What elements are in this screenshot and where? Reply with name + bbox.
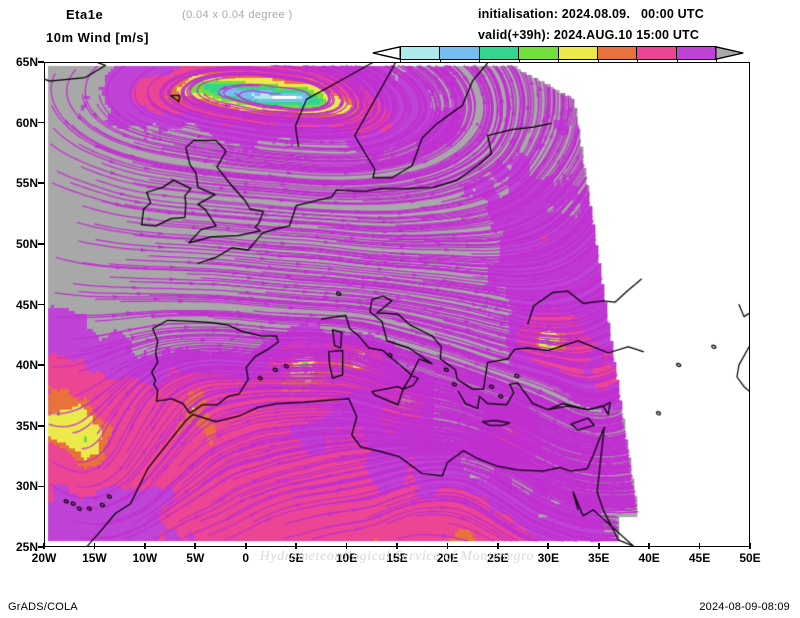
y-tick-label-25N: 25N [15, 540, 38, 554]
y-tick [38, 121, 44, 124]
y-tick [38, 243, 44, 245]
x-tick [345, 543, 348, 549]
x-tick-label-10E: 10E [335, 551, 358, 565]
x-tick [396, 543, 398, 549]
colorbar-swatches [400, 46, 716, 60]
y-tick [38, 61, 44, 63]
y-tick-label-65N: 65N [15, 55, 38, 69]
y-tick-label-55N: 55N [15, 176, 38, 191]
x-tick-label-25E: 25E [487, 551, 509, 565]
colorbar-swatch-3 [479, 47, 520, 59]
x-tick [194, 543, 197, 549]
x-tick-label-15E: 15E [386, 551, 408, 565]
x-tick-label-15W: 15W [82, 551, 107, 565]
colorbar-tick [716, 59, 718, 64]
y-tick [38, 182, 44, 185]
colorbar-tick [558, 59, 560, 64]
colorbar: 0.5135710122030 [372, 46, 744, 73]
initialisation-time: initialisation: 2024.08.09. 00:00 UTC [478, 7, 704, 21]
x-tick [144, 543, 146, 549]
x-tick [547, 543, 550, 549]
map-plot-area[interactable] [44, 62, 750, 547]
colorbar-tick [400, 59, 402, 64]
colorbar-tick [439, 59, 441, 64]
colorbar-tick [637, 59, 639, 64]
x-tick [497, 543, 499, 549]
colorbar-tick [479, 59, 481, 64]
y-tick [38, 303, 44, 306]
x-tick-label-50E: 50E [739, 551, 761, 565]
colorbar-swatch-20 [676, 47, 715, 59]
x-tick-label-20W: 20W [31, 551, 57, 565]
y-tick [38, 546, 44, 548]
x-tick [295, 543, 297, 549]
colorbar-swatch-0.5 [401, 47, 441, 59]
colorbar-swatch-12 [637, 47, 677, 59]
variable-title: 10m Wind [m/s] [46, 30, 149, 45]
y-tick-label-35N: 35N [15, 418, 38, 433]
footer-timestamp: 2024-08-09-08:09 [699, 601, 790, 613]
coastline-overlay [45, 63, 749, 546]
x-tick [93, 543, 96, 549]
y-tick-label-50N: 50N [15, 236, 38, 251]
colorbar-tick [518, 59, 520, 64]
colorbar-tick [676, 59, 678, 64]
y-tick [38, 424, 44, 427]
model-name: Eta1e [66, 7, 104, 22]
x-tick [244, 543, 247, 549]
x-tick [43, 543, 45, 549]
colorbar-swatch-10 [597, 47, 638, 59]
x-tick-label-30E: 30E [537, 551, 559, 565]
x-tick [749, 543, 751, 549]
colorbar-ticks [400, 59, 718, 71]
colorbar-swatch-5 [519, 47, 559, 59]
colorbar-under-arrow [372, 46, 401, 60]
colorbar-swatch-7 [558, 47, 598, 59]
y-tick [38, 364, 44, 366]
colorbar-swatch-1 [440, 47, 480, 59]
y-tick-label-60N: 60N [15, 115, 38, 130]
x-tick-label-45E: 45E [688, 551, 711, 565]
x-tick-label-5W: 5W [186, 551, 205, 565]
x-tick [446, 543, 449, 549]
colorbar-tick [597, 59, 599, 64]
y-tick-label-40N: 40N [15, 358, 38, 373]
x-tick [648, 543, 650, 549]
colorbar-over-arrow [715, 46, 744, 60]
y-tick-label-45N: 45N [15, 297, 38, 312]
chart-header: Eta1e (0.04 x 0.04 degree ) 10m Wind [m/… [0, 0, 800, 58]
y-tick-label-30N: 30N [15, 479, 38, 494]
model-resolution: (0.04 x 0.04 degree ) [182, 9, 293, 21]
y-tick [38, 485, 44, 488]
x-tick-label-35E: 35E [588, 551, 610, 565]
valid-time: valid(+39h): 2024.AUG.10 15:00 UTC [478, 28, 700, 42]
x-tick-label-0: 0 [242, 551, 250, 565]
x-tick-label-10W: 10W [132, 551, 158, 565]
x-tick [597, 543, 600, 549]
x-tick [698, 543, 701, 549]
x-tick-label-20E: 20E [436, 551, 459, 565]
x-tick-label-40E: 40E [638, 551, 660, 565]
x-tick-label-5E: 5E [288, 551, 304, 565]
footer-credit: GrADS/COLA [8, 601, 78, 613]
